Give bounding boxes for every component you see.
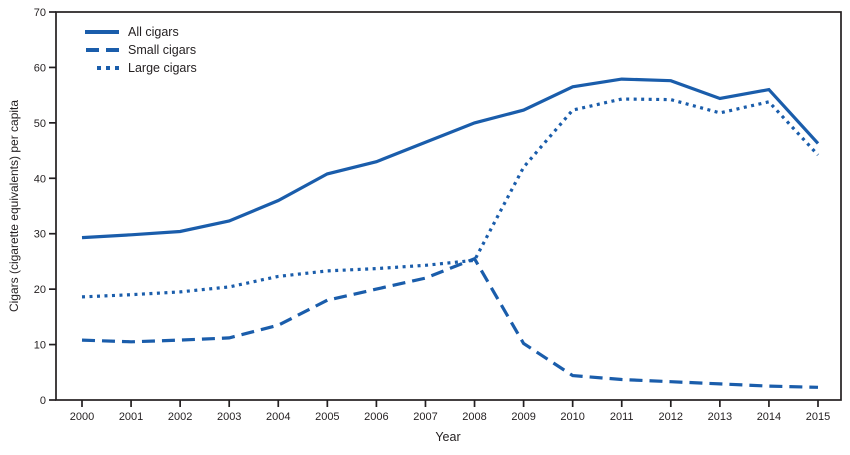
y-tick-label: 30 xyxy=(34,229,46,241)
y-tick-label: 40 xyxy=(34,173,46,185)
x-tick-label: 2012 xyxy=(659,411,683,423)
legend-label: All cigars xyxy=(128,24,179,39)
legend-item-small-cigars: Small cigars xyxy=(85,41,197,59)
legend-item-all-cigars: All cigars xyxy=(85,23,197,41)
y-tick-label: 20 xyxy=(34,284,46,296)
x-tick-label: 2001 xyxy=(119,411,143,423)
y-tick-label: 50 xyxy=(34,118,46,130)
y-axis-title: Cigars (cigarette equivalents) per capit… xyxy=(7,99,21,313)
x-tick-label: 2007 xyxy=(413,411,437,423)
solid-line-swatch xyxy=(85,30,119,34)
plot-frame xyxy=(55,11,842,401)
series-line-large-cigars xyxy=(81,97,820,299)
x-tick-label: 2014 xyxy=(757,411,781,423)
x-tick-label: 2010 xyxy=(560,411,584,423)
y-tick-label: 10 xyxy=(34,340,46,352)
x-tick-label: 2015 xyxy=(806,411,830,423)
x-tick-label: 2005 xyxy=(315,411,339,423)
dashed-line-swatch xyxy=(86,48,119,52)
x-tick-label: 2008 xyxy=(462,411,486,423)
x-tick-label: 2000 xyxy=(70,411,94,423)
dotted-line-swatch xyxy=(97,66,119,70)
legend-label: Small cigars xyxy=(128,42,197,57)
x-tick-label: 2004 xyxy=(266,411,290,423)
legend-label: Large cigars xyxy=(128,60,197,75)
x-tick-label: 2013 xyxy=(708,411,732,423)
x-axis-title: Year xyxy=(435,430,461,444)
x-tick-label: 2003 xyxy=(217,411,241,423)
x-tick-label: 2009 xyxy=(511,411,535,423)
x-tick-label: 2011 xyxy=(610,411,634,423)
series-line-small-cigars xyxy=(81,256,819,389)
legend: All cigars Small cigars Large cigars xyxy=(85,23,197,77)
y-tick-label: 70 xyxy=(34,7,46,19)
series-line-all-cigars xyxy=(81,77,820,240)
legend-item-large-cigars: Large cigars xyxy=(85,59,197,77)
x-tick-label: 2006 xyxy=(364,411,388,423)
y-tick-label: 60 xyxy=(34,62,46,74)
x-tick-label: 2002 xyxy=(168,411,192,423)
y-tick-label: 0 xyxy=(40,395,46,407)
